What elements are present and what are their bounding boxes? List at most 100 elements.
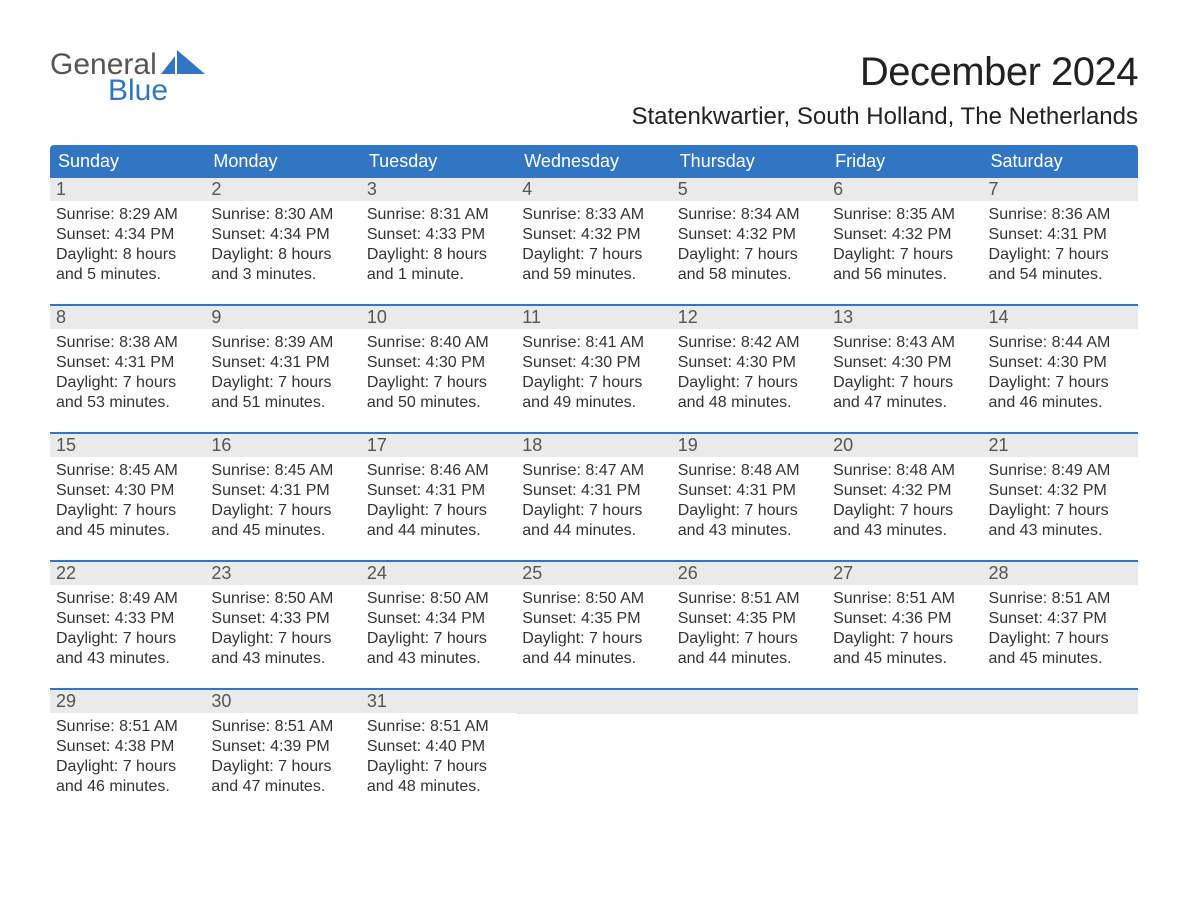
daylight1-text: Daylight: 7 hours <box>989 501 1132 521</box>
sunset-text: Sunset: 4:33 PM <box>56 609 199 629</box>
sunrise-text: Sunrise: 8:51 AM <box>56 717 199 737</box>
daylight2-text: and 53 minutes. <box>56 393 199 413</box>
day-cell: 21Sunrise: 8:49 AMSunset: 4:32 PMDayligh… <box>983 434 1138 560</box>
daylight2-text: and 45 minutes. <box>833 649 976 669</box>
weeks-container: 1Sunrise: 8:29 AMSunset: 4:34 PMDaylight… <box>50 178 1138 816</box>
week-row: 22Sunrise: 8:49 AMSunset: 4:33 PMDayligh… <box>50 560 1138 688</box>
daylight1-text: Daylight: 7 hours <box>211 757 354 777</box>
day-body: Sunrise: 8:34 AMSunset: 4:32 PMDaylight:… <box>672 201 827 285</box>
daylight1-text: Daylight: 7 hours <box>989 373 1132 393</box>
day-number <box>827 690 982 714</box>
daylight2-text: and 43 minutes. <box>678 521 821 541</box>
day-body: Sunrise: 8:50 AMSunset: 4:34 PMDaylight:… <box>361 585 516 669</box>
sunset-text: Sunset: 4:30 PM <box>56 481 199 501</box>
day-body: Sunrise: 8:51 AMSunset: 4:37 PMDaylight:… <box>983 585 1138 669</box>
daylight2-text: and 50 minutes. <box>367 393 510 413</box>
day-body: Sunrise: 8:31 AMSunset: 4:33 PMDaylight:… <box>361 201 516 285</box>
sunrise-text: Sunrise: 8:42 AM <box>678 333 821 353</box>
page: General Blue December 2024 Statenkwartie… <box>0 0 1188 846</box>
sunrise-text: Sunrise: 8:41 AM <box>522 333 665 353</box>
sunset-text: Sunset: 4:33 PM <box>367 225 510 245</box>
day-number: 14 <box>983 306 1138 329</box>
day-body: Sunrise: 8:48 AMSunset: 4:32 PMDaylight:… <box>827 457 982 541</box>
sunset-text: Sunset: 4:31 PM <box>678 481 821 501</box>
day-cell: 25Sunrise: 8:50 AMSunset: 4:35 PMDayligh… <box>516 562 671 688</box>
sunset-text: Sunset: 4:38 PM <box>56 737 199 757</box>
sunrise-text: Sunrise: 8:50 AM <box>211 589 354 609</box>
day-number: 6 <box>827 178 982 201</box>
sunrise-text: Sunrise: 8:33 AM <box>522 205 665 225</box>
daylight1-text: Daylight: 7 hours <box>56 757 199 777</box>
daylight2-text: and 43 minutes. <box>56 649 199 669</box>
sunset-text: Sunset: 4:32 PM <box>678 225 821 245</box>
day-cell: 10Sunrise: 8:40 AMSunset: 4:30 PMDayligh… <box>361 306 516 432</box>
day-cell: 17Sunrise: 8:46 AMSunset: 4:31 PMDayligh… <box>361 434 516 560</box>
sunset-text: Sunset: 4:30 PM <box>522 353 665 373</box>
daylight2-text: and 47 minutes. <box>211 777 354 797</box>
day-cell: 28Sunrise: 8:51 AMSunset: 4:37 PMDayligh… <box>983 562 1138 688</box>
day-cell: 16Sunrise: 8:45 AMSunset: 4:31 PMDayligh… <box>205 434 360 560</box>
sunset-text: Sunset: 4:31 PM <box>211 353 354 373</box>
sunrise-text: Sunrise: 8:47 AM <box>522 461 665 481</box>
daylight1-text: Daylight: 7 hours <box>678 629 821 649</box>
day-number: 22 <box>50 562 205 585</box>
day-body: Sunrise: 8:51 AMSunset: 4:35 PMDaylight:… <box>672 585 827 669</box>
day-number: 20 <box>827 434 982 457</box>
day-cell: 12Sunrise: 8:42 AMSunset: 4:30 PMDayligh… <box>672 306 827 432</box>
week-row: 1Sunrise: 8:29 AMSunset: 4:34 PMDaylight… <box>50 178 1138 304</box>
day-cell: 20Sunrise: 8:48 AMSunset: 4:32 PMDayligh… <box>827 434 982 560</box>
day-cell: 1Sunrise: 8:29 AMSunset: 4:34 PMDaylight… <box>50 178 205 304</box>
daylight2-text: and 49 minutes. <box>522 393 665 413</box>
sunrise-text: Sunrise: 8:30 AM <box>211 205 354 225</box>
daylight1-text: Daylight: 7 hours <box>833 373 976 393</box>
sunrise-text: Sunrise: 8:43 AM <box>833 333 976 353</box>
daylight2-text: and 51 minutes. <box>211 393 354 413</box>
day-cell: 4Sunrise: 8:33 AMSunset: 4:32 PMDaylight… <box>516 178 671 304</box>
page-title: December 2024 <box>631 50 1138 95</box>
sunrise-text: Sunrise: 8:45 AM <box>56 461 199 481</box>
day-number: 8 <box>50 306 205 329</box>
day-cell: 9Sunrise: 8:39 AMSunset: 4:31 PMDaylight… <box>205 306 360 432</box>
day-cell: 26Sunrise: 8:51 AMSunset: 4:35 PMDayligh… <box>672 562 827 688</box>
daylight1-text: Daylight: 7 hours <box>522 501 665 521</box>
daylight2-text: and 43 minutes. <box>211 649 354 669</box>
daylight1-text: Daylight: 7 hours <box>211 629 354 649</box>
day-body: Sunrise: 8:42 AMSunset: 4:30 PMDaylight:… <box>672 329 827 413</box>
day-body: Sunrise: 8:33 AMSunset: 4:32 PMDaylight:… <box>516 201 671 285</box>
sunrise-text: Sunrise: 8:48 AM <box>678 461 821 481</box>
day-body: Sunrise: 8:40 AMSunset: 4:30 PMDaylight:… <box>361 329 516 413</box>
title-block: December 2024 Statenkwartier, South Holl… <box>631 50 1138 131</box>
day-number: 10 <box>361 306 516 329</box>
daylight2-text: and 45 minutes. <box>211 521 354 541</box>
sunset-text: Sunset: 4:36 PM <box>833 609 976 629</box>
sunrise-text: Sunrise: 8:51 AM <box>989 589 1132 609</box>
sunrise-text: Sunrise: 8:39 AM <box>211 333 354 353</box>
day-body: Sunrise: 8:38 AMSunset: 4:31 PMDaylight:… <box>50 329 205 413</box>
day-cell: 31Sunrise: 8:51 AMSunset: 4:40 PMDayligh… <box>361 690 516 816</box>
daylight1-text: Daylight: 7 hours <box>678 373 821 393</box>
daylight2-text: and 44 minutes. <box>522 649 665 669</box>
day-body: Sunrise: 8:51 AMSunset: 4:36 PMDaylight:… <box>827 585 982 669</box>
day-body: Sunrise: 8:35 AMSunset: 4:32 PMDaylight:… <box>827 201 982 285</box>
daylight2-text: and 46 minutes. <box>989 393 1132 413</box>
dow-monday: Monday <box>205 145 360 178</box>
sunrise-text: Sunrise: 8:40 AM <box>367 333 510 353</box>
daylight2-text: and 45 minutes. <box>56 521 199 541</box>
sunrise-text: Sunrise: 8:31 AM <box>367 205 510 225</box>
day-cell <box>983 690 1138 816</box>
day-cell: 2Sunrise: 8:30 AMSunset: 4:34 PMDaylight… <box>205 178 360 304</box>
daylight1-text: Daylight: 8 hours <box>367 245 510 265</box>
sunset-text: Sunset: 4:31 PM <box>522 481 665 501</box>
day-number: 30 <box>205 690 360 713</box>
day-number: 13 <box>827 306 982 329</box>
day-number: 3 <box>361 178 516 201</box>
day-cell: 5Sunrise: 8:34 AMSunset: 4:32 PMDaylight… <box>672 178 827 304</box>
day-number: 27 <box>827 562 982 585</box>
daylight2-text: and 47 minutes. <box>833 393 976 413</box>
sunrise-text: Sunrise: 8:51 AM <box>678 589 821 609</box>
day-cell: 27Sunrise: 8:51 AMSunset: 4:36 PMDayligh… <box>827 562 982 688</box>
sunrise-text: Sunrise: 8:51 AM <box>211 717 354 737</box>
daylight2-text: and 54 minutes. <box>989 265 1132 285</box>
day-body: Sunrise: 8:50 AMSunset: 4:35 PMDaylight:… <box>516 585 671 669</box>
sunset-text: Sunset: 4:33 PM <box>211 609 354 629</box>
